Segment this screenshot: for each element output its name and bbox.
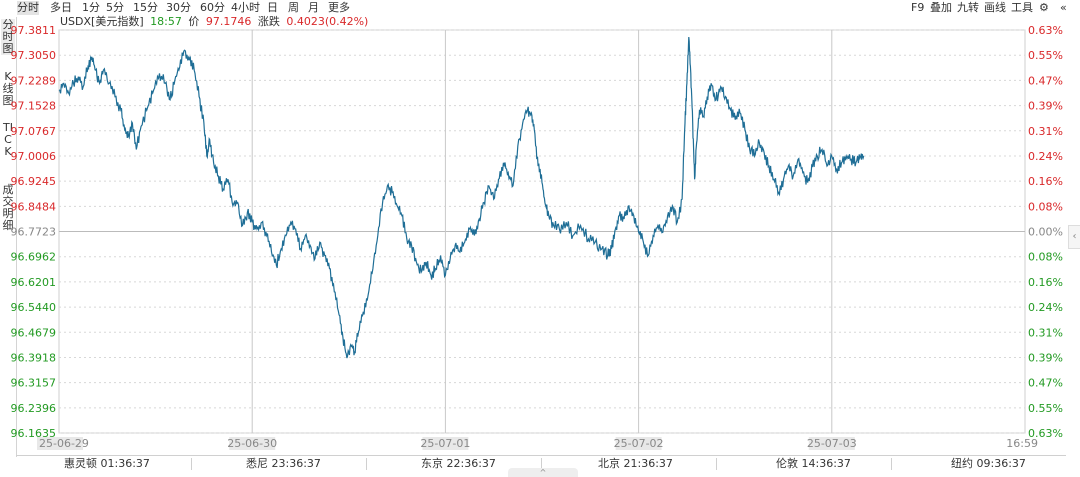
y-tick-label: 96.3918	[11, 351, 57, 364]
timeframe-8[interactable]: 日	[267, 1, 278, 14]
x-tick-label: 25-07-02	[614, 437, 664, 450]
pct-tick-label: 0.31%	[1028, 326, 1063, 339]
timezone-separator	[541, 458, 542, 470]
y-tick-label: 97.3050	[11, 49, 57, 62]
y-tick-label: 97.2289	[11, 74, 57, 87]
pct-tick-label: 0.63%	[1028, 24, 1063, 37]
timeframe-9[interactable]: 周	[288, 1, 299, 14]
collapse-arrows-icon[interactable]: «	[1060, 1, 1067, 14]
pct-tick-label: 0.39%	[1028, 351, 1063, 364]
tool-3[interactable]: 画线	[984, 1, 1006, 14]
tool-1[interactable]: 叠加	[930, 1, 952, 14]
price-label: 价	[188, 15, 200, 28]
timezone-separator	[716, 458, 717, 470]
timezone-separator	[191, 458, 192, 470]
timezone-clock-0: 惠灵顿 01:36:37	[64, 457, 150, 470]
timeframe-1[interactable]: 多日	[50, 1, 72, 14]
y-tick-label: 96.6962	[11, 251, 57, 264]
x-label-bg	[808, 437, 855, 450]
y-tick-label: 96.2396	[11, 402, 57, 415]
pct-tick-label: 0.24%	[1028, 150, 1063, 163]
y-tick-label: 96.9245	[11, 175, 57, 188]
timeframe-11[interactable]: 更多	[328, 1, 350, 14]
tool-4[interactable]: 工具	[1011, 1, 1033, 14]
timeframe-0[interactable]: 分时	[17, 1, 39, 15]
y-tick-label: 97.0006	[11, 150, 57, 163]
timeframe-toolbar: 分时 多日 1分 5分 15分 30分 60分 4小时日周月更多 F9 叠加 九转 画线 工具 ⚙ «	[0, 0, 1080, 16]
symbol-label: USDX[美元指数]	[60, 15, 144, 28]
side-tab-2[interactable]: TICK	[3, 121, 13, 158]
timeframe-10[interactable]: 月	[308, 1, 319, 14]
pct-tick-label: 0.24%	[1028, 301, 1063, 314]
pct-tick-label: 0.08%	[1028, 200, 1063, 213]
y-tick-label: 97.3811	[11, 24, 57, 37]
x-label-bg	[615, 437, 662, 450]
tool-2[interactable]: 九转	[957, 1, 979, 14]
y-tick-label: 96.6201	[11, 276, 57, 289]
timeframe-3[interactable]: 5分	[106, 1, 124, 14]
x-label-bg	[229, 437, 276, 450]
side-tab-1[interactable]: K线图	[2, 70, 14, 107]
collapse-handle-icon[interactable]: ^	[508, 468, 578, 477]
pct-tick-label: 0.63%	[1028, 427, 1063, 440]
pct-tick-label: 0.55%	[1028, 402, 1063, 415]
x-tick-label: 25-06-29	[39, 437, 89, 450]
timeframe-2[interactable]: 1分	[82, 1, 100, 14]
side-tabs: 分时图 K线图 TICK 成交明细	[0, 17, 17, 457]
x-tick-label: 25-07-03	[807, 437, 857, 450]
y-tick-label: 96.7723	[11, 226, 57, 239]
tool-0[interactable]: F9	[911, 1, 925, 14]
price-line	[58, 36, 865, 359]
pct-tick-label: 0.16%	[1028, 175, 1063, 188]
timeframe-6[interactable]: 60分	[200, 1, 225, 14]
pct-tick-label: 0.39%	[1028, 100, 1063, 113]
y-tick-label: 96.3157	[11, 377, 57, 390]
timeframe-7[interactable]: 4小时	[231, 1, 260, 14]
x-tick-label: 16:59	[1006, 437, 1038, 450]
timezone-clock-2: 东京 22:36:37	[421, 457, 496, 470]
timezone-clock-5: 纽约 09:36:37	[951, 457, 1026, 470]
timeframe-4[interactable]: 15分	[133, 1, 158, 14]
pct-tick-label: 0.47%	[1028, 74, 1063, 87]
timezone-clock-1: 悉尼 23:36:37	[246, 457, 321, 470]
x-tick-label: 25-06-30	[227, 437, 277, 450]
timeframe-5[interactable]: 30分	[166, 1, 191, 14]
timezone-clock-3: 北京 21:36:37	[598, 457, 673, 470]
pct-tick-label: 0.08%	[1028, 251, 1063, 264]
x-label-bg	[422, 437, 469, 450]
pct-tick-label: 0.31%	[1028, 125, 1063, 138]
quote-info: USDX[美元指数] 18:57 价 97.1746 涨跌 0.4023(0.4…	[60, 15, 368, 28]
quote-time: 18:57	[150, 15, 182, 28]
expand-panel-icon[interactable]: ‹	[1068, 225, 1080, 249]
change-value: 0.4023(0.42%)	[286, 15, 369, 28]
side-tab-0[interactable]: 分时图	[1, 18, 15, 55]
x-tick-label: 25-07-01	[420, 437, 470, 450]
pct-tick-label: 0.55%	[1028, 49, 1063, 62]
y-tick-label: 96.1635	[11, 427, 57, 440]
timezone-separator	[366, 458, 367, 470]
y-tick-label: 96.5440	[11, 301, 57, 314]
x-label-bg	[37, 437, 83, 450]
y-tick-label: 96.4679	[11, 326, 57, 339]
pct-tick-label: 0.47%	[1028, 377, 1063, 390]
pct-tick-label: 0.16%	[1028, 276, 1063, 289]
price-value: 97.1746	[205, 15, 252, 28]
y-tick-label: 97.1528	[11, 100, 57, 113]
timezone-clock-4: 伦敦 14:36:37	[776, 457, 851, 470]
gear-icon[interactable]: ⚙	[1039, 1, 1049, 14]
y-tick-label: 96.8484	[11, 200, 57, 213]
y-tick-label: 97.0767	[11, 125, 57, 138]
world-clock-bar: 惠灵顿 01:36:37 悉尼 23:36:37 东京 22:36:37 北京 21:…	[16, 455, 1066, 474]
timezone-separator	[891, 458, 892, 470]
side-tab-3[interactable]: 成交明细	[2, 183, 14, 232]
pct-tick-label: 0.00%	[1028, 226, 1063, 239]
intraday-chart[interactable]: 97.3811 0.63% 97.3050 0.55% 97.2289 0.47% 97.1…	[0, 0, 1080, 455]
change-label: 涨跌	[257, 15, 280, 28]
